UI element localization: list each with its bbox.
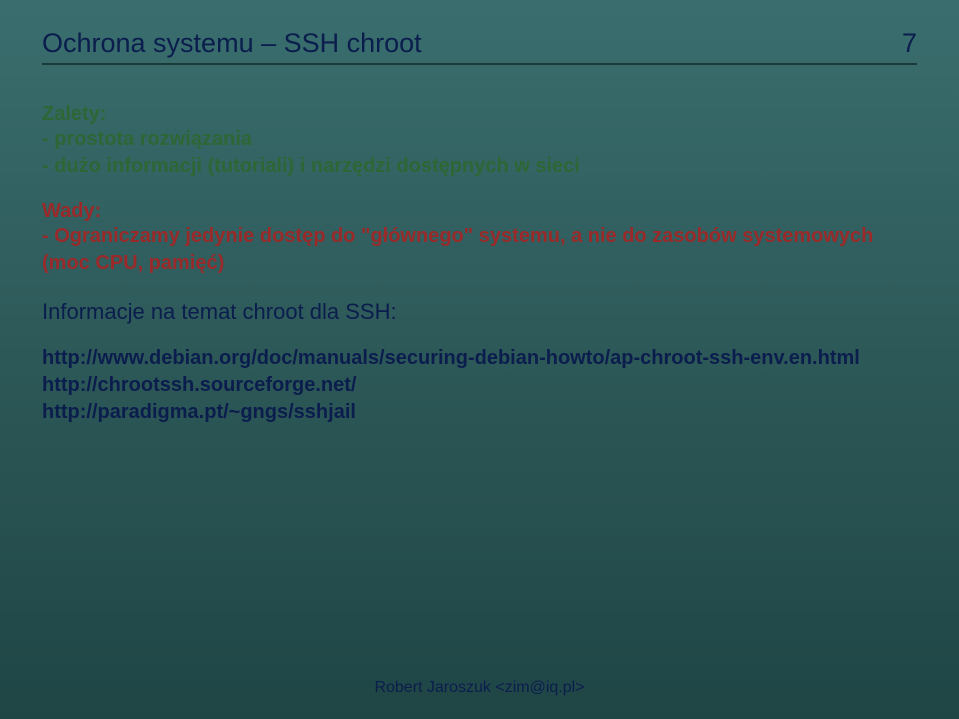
zalety-heading: Zalety: [42,103,917,126]
wady-heading: Wady: [42,200,917,223]
slide-content: Zalety: - prostota rozwiązania - dużo in… [42,103,917,426]
slide-footer: Robert Jaroszuk <zim@iq.pl> [0,679,959,697]
info-link-1: http://www.debian.org/doc/manuals/securi… [42,345,917,372]
info-link-2: http://chrootssh.sourceforge.net/ [42,372,917,399]
info-link-3: http://paradigma.pt/~gngs/sshjail [42,399,917,426]
zalety-line-1: - prostota rozwiązania [42,126,917,153]
slide-title: Ochrona systemu – SSH chroot [42,28,422,59]
links-block: http://www.debian.org/doc/manuals/securi… [42,345,917,426]
info-heading: Informacje na temat chroot dla SSH: [42,299,917,325]
wady-line-1: - Ograniczamy jedynie dostęp do "główneg… [42,223,917,277]
zalety-line-2: - dużo informacji (tutoriali) i narzędzi… [42,153,917,180]
slide-number: 7 [902,28,917,59]
slide-header: Ochrona systemu – SSH chroot 7 [42,28,917,65]
slide-container: Ochrona systemu – SSH chroot 7 Zalety: -… [0,0,959,719]
